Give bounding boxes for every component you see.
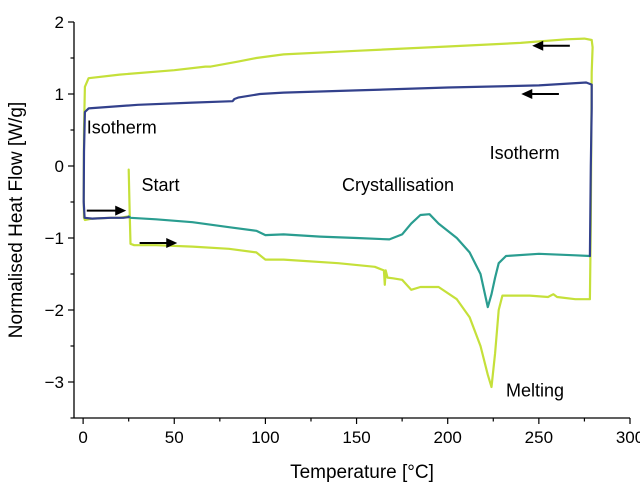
- y-tick-label: −2: [45, 301, 64, 320]
- y-tick-label: 1: [55, 85, 64, 104]
- x-tick-label: 100: [251, 428, 279, 447]
- y-axis-title: Normalised Heat Flow [W/g]: [6, 102, 27, 339]
- arrow-head: [115, 205, 127, 216]
- y-tick-label: −3: [45, 373, 64, 392]
- annotation-label: Start: [141, 175, 179, 195]
- arrow-head: [532, 40, 544, 51]
- chart-axes: 0 50 100 150 200 250 300 −3 −2 −1 0 1 2: [45, 13, 640, 447]
- x-axis-title: Temperature [°C]: [290, 462, 434, 483]
- arrow-head: [521, 89, 533, 99]
- arrow-head: [166, 238, 178, 249]
- x-tick-label: 0: [78, 428, 87, 447]
- chart-labels: Temperature [°C] Normalised Heat Flow [W/…: [6, 102, 564, 483]
- series-line-3: [82, 81, 593, 258]
- annotation-label: Melting: [506, 380, 564, 400]
- x-tick-label: 300: [616, 428, 640, 447]
- annotation-label: Isotherm: [490, 143, 560, 163]
- x-tick-label: 200: [434, 428, 462, 447]
- y-tick-label: 0: [55, 157, 64, 176]
- chart-arrows: [86, 40, 570, 249]
- annotation-label: Isotherm: [87, 118, 157, 138]
- y-tick-label: 2: [55, 13, 64, 32]
- y-tick-label: −1: [45, 229, 64, 248]
- chart-curves: [82, 37, 594, 389]
- x-tick-label: 250: [525, 428, 553, 447]
- series-line-1: [82, 37, 594, 389]
- annotation-label: Crystallisation: [342, 175, 454, 195]
- x-tick-label: 150: [342, 428, 370, 447]
- x-tick-label: 50: [165, 428, 184, 447]
- series-line-2: [127, 213, 591, 309]
